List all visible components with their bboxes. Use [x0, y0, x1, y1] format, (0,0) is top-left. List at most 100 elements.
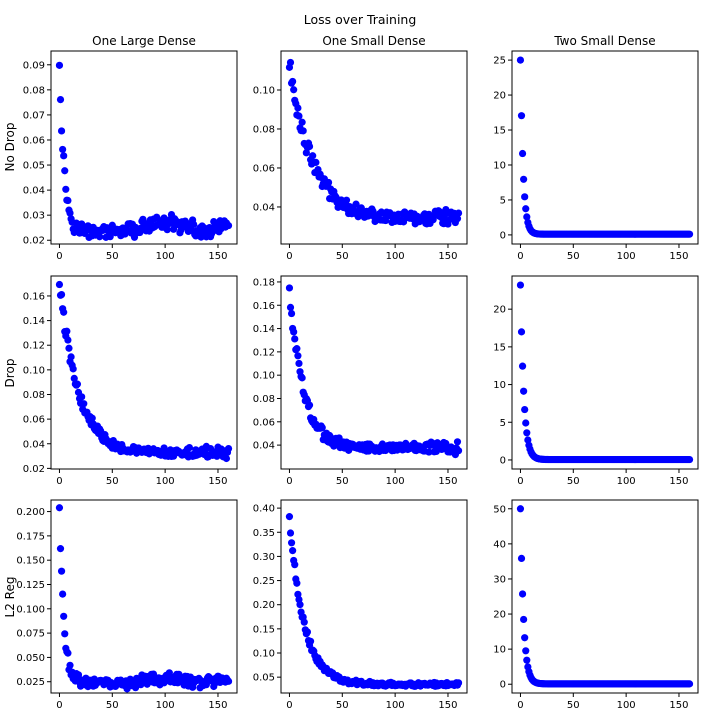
data-point	[293, 345, 301, 353]
data-point	[520, 387, 528, 395]
x-tick-label: 150	[208, 251, 227, 262]
x-tick-label: 0	[286, 476, 292, 487]
x-tick-label: 50	[336, 700, 349, 711]
y-tick-label: 0.15	[253, 624, 275, 635]
data-point	[55, 61, 64, 69]
data-point	[294, 104, 302, 112]
data-point	[523, 213, 531, 221]
data-point	[305, 401, 314, 409]
panel-6: 0 50 100 150 0 5 10 15 20	[493, 275, 699, 487]
y-tick-label: 0.025	[16, 677, 45, 688]
y-tick-label: 20	[493, 305, 506, 316]
row-label-no-drop: No Drop	[3, 122, 17, 171]
y-tick-label: 0.10	[253, 371, 275, 382]
y-tick-label: 0.30	[253, 552, 275, 563]
data-point	[60, 308, 68, 316]
panel-8: 0 50 100 150 0.05 0.10 0.15 0.20 0.25 0.30 0.35 0.4…	[253, 499, 468, 711]
y-tick-label: 0.08	[253, 394, 275, 405]
data-point	[518, 590, 527, 598]
column-title-one-small-dense: One Small Dense	[322, 34, 425, 48]
data-point	[66, 661, 74, 669]
data-point	[517, 554, 526, 563]
y-tick-label: 0.35	[253, 528, 275, 539]
plot-frame	[511, 50, 699, 245]
y-tick-label: 0.16	[23, 291, 45, 302]
y-tick-label: 0.03	[23, 211, 45, 222]
data-point	[300, 618, 308, 626]
x-tick-label: 150	[208, 700, 227, 711]
x-tick-label: 50	[106, 251, 119, 262]
data-point	[106, 233, 114, 241]
y-tick-label: 0.050	[16, 653, 45, 664]
y-tick-label: 0.16	[253, 301, 275, 312]
y-tick-label: 0.07	[23, 110, 45, 121]
data-point	[222, 454, 231, 463]
data-point	[289, 547, 297, 555]
data-point	[299, 127, 307, 135]
y-tick-label: 0	[500, 680, 506, 691]
data-point	[523, 429, 531, 437]
data-point	[342, 196, 351, 204]
data-point	[521, 634, 529, 642]
x-tick-label: 100	[386, 700, 405, 711]
data-point	[70, 374, 78, 382]
plot-frame	[280, 275, 468, 470]
panel-5: 0 50 100 150 0.04 0.06 0.08 0.10 0.12 0.14 0.16 0.1…	[253, 275, 468, 487]
panel-2: 0 50 100 150 0.04 0.06 0.08 0.10	[253, 50, 468, 262]
x-tick-label: 50	[567, 700, 580, 711]
data-point	[516, 505, 525, 513]
y-tick-label: 40	[493, 539, 506, 550]
y-tick-label: 20	[493, 91, 506, 102]
x-tick-label: 100	[617, 251, 636, 262]
y-tick-label: 5	[500, 195, 506, 206]
data-point	[185, 444, 194, 452]
y-tick-label: 0.10	[253, 85, 275, 96]
y-tick-label: 0.06	[253, 163, 275, 174]
y-tick-label: 50	[493, 504, 506, 515]
data-point	[74, 671, 83, 679]
data-point	[522, 205, 530, 213]
x-tick-label: 150	[669, 476, 688, 487]
data-point	[286, 303, 295, 311]
y-tick-label: 0.02	[23, 236, 45, 247]
plot-frame	[50, 50, 238, 245]
x-tick-label: 0	[517, 476, 523, 487]
data-point	[287, 539, 296, 547]
data-point	[294, 352, 302, 360]
y-tick-label: 0.09	[23, 60, 45, 71]
data-point	[64, 649, 72, 657]
y-tick-label: 0.14	[253, 324, 275, 335]
data-point	[324, 178, 333, 187]
y-tick-label: 0.06	[253, 417, 275, 428]
plot-frame	[280, 499, 468, 694]
x-tick-label: 50	[567, 476, 580, 487]
data-point	[60, 612, 68, 620]
data-point	[296, 601, 304, 609]
data-point	[517, 328, 526, 336]
y-tick-label: 0.08	[23, 390, 45, 401]
row-label-l2-reg: L2 Reg	[3, 577, 17, 618]
x-tick-label: 100	[156, 700, 175, 711]
data-point	[163, 226, 171, 234]
data-point	[303, 628, 312, 636]
data-point	[59, 590, 67, 598]
data-point	[285, 513, 294, 521]
y-tick-label: 0.08	[23, 85, 45, 96]
data-point	[518, 149, 527, 158]
x-tick-label: 100	[386, 251, 405, 262]
x-tick-label: 100	[386, 476, 405, 487]
data-point	[522, 419, 530, 427]
data-point	[224, 221, 233, 230]
data-point	[521, 405, 529, 414]
plot-frame	[50, 275, 238, 470]
data-point	[57, 290, 66, 299]
data-point	[56, 96, 65, 104]
x-tick-label: 0	[517, 700, 523, 711]
data-point	[56, 545, 65, 553]
y-tick-label: 0.40	[253, 504, 275, 515]
data-point	[312, 158, 320, 166]
data-point	[295, 359, 303, 368]
y-tick-label: 0.200	[16, 507, 45, 518]
panel-9: 0 50 100 150 0 10 20 30 40 50	[493, 499, 699, 711]
